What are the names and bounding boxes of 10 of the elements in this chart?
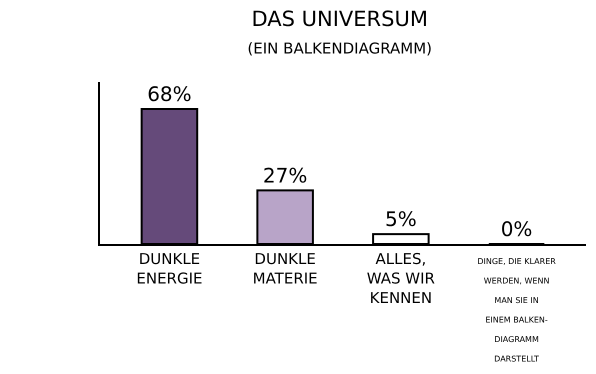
data-label: 68% bbox=[147, 82, 192, 106]
chart-subtitle: (EIN BALKENDIAGRAMM) bbox=[247, 39, 432, 58]
data-label: 27% bbox=[262, 163, 308, 188]
data-label: 5% bbox=[384, 207, 417, 232]
chart-title: DAS UNIVERSUM bbox=[251, 7, 428, 32]
x-tick-label: ALLES, WAS WIR KENNEN bbox=[366, 250, 435, 307]
category-label: DINGE, DIE KLARER WERDEN, WENN MAN SIE IN EINEM BALKEN- DIAGRAMM DARSTELLT bbox=[477, 257, 556, 364]
x-tick-label: DUNKLE MATERIE bbox=[252, 250, 318, 288]
data-label: 0% bbox=[500, 217, 532, 241]
x-tick-label: DUNKLE ENERGIE bbox=[136, 250, 202, 288]
